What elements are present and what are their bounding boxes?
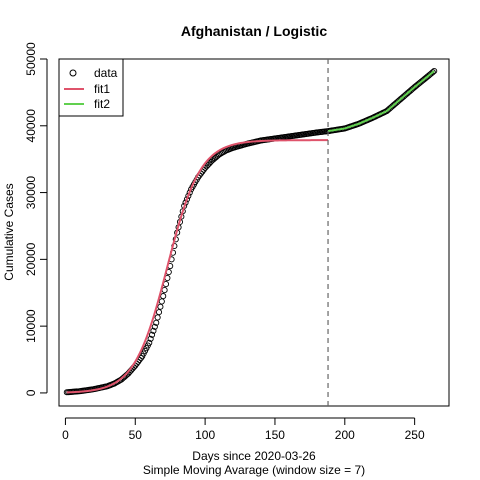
legend-label-fit2: fit2: [94, 97, 110, 111]
x-tick-label: 50: [129, 428, 143, 442]
data-point: [148, 331, 156, 338]
x-axis-sublabel: Simple Moving Avarage (window size = 7): [143, 463, 365, 477]
legend-box: [58, 58, 124, 117]
data-point: [429, 69, 436, 76]
x-axis-label: Days since 2020-03-26: [192, 449, 316, 463]
data-point: [431, 67, 438, 75]
chart-title: Afghanistan / Logistic: [181, 23, 327, 39]
y-axis-label: Cumulative Cases: [2, 183, 16, 280]
data-point: [146, 339, 153, 346]
data-point: [150, 327, 157, 334]
data-point: [153, 319, 160, 326]
data-point: [157, 303, 164, 310]
plot-area: [63, 59, 438, 406]
x-tick-label: 0: [62, 428, 69, 442]
x-axis: 0 50 100 150 200 250: [62, 417, 425, 442]
data-point: [155, 309, 163, 316]
y-axis: 0 10000 20000 30000 40000 50000: [24, 42, 48, 396]
data-point: [158, 298, 165, 305]
data-point: [154, 314, 161, 321]
y-tick-label: 40000: [24, 109, 38, 143]
x-tick-label: 100: [195, 428, 215, 442]
y-tick-label: 10000: [24, 309, 38, 343]
data-point: [160, 293, 167, 300]
data-point: [161, 287, 168, 294]
y-tick-label: 20000: [24, 242, 38, 276]
fit1-line: [66, 139, 329, 394]
legend-label-fit1: fit1: [94, 82, 110, 96]
y-tick-label: 0: [24, 389, 38, 396]
fit2-line: [327, 70, 435, 133]
legend-label-data: data: [94, 66, 118, 80]
x-tick-label: 200: [335, 428, 355, 442]
data-point: [151, 323, 158, 330]
legend-symbol-data: [69, 69, 77, 77]
y-tick-label: 50000: [24, 42, 38, 76]
x-tick-label: 150: [265, 428, 285, 442]
x-tick-label: 250: [405, 428, 425, 442]
data-point: [147, 335, 154, 342]
plot-frame: [58, 58, 450, 407]
y-tick-label: 30000: [24, 176, 38, 210]
